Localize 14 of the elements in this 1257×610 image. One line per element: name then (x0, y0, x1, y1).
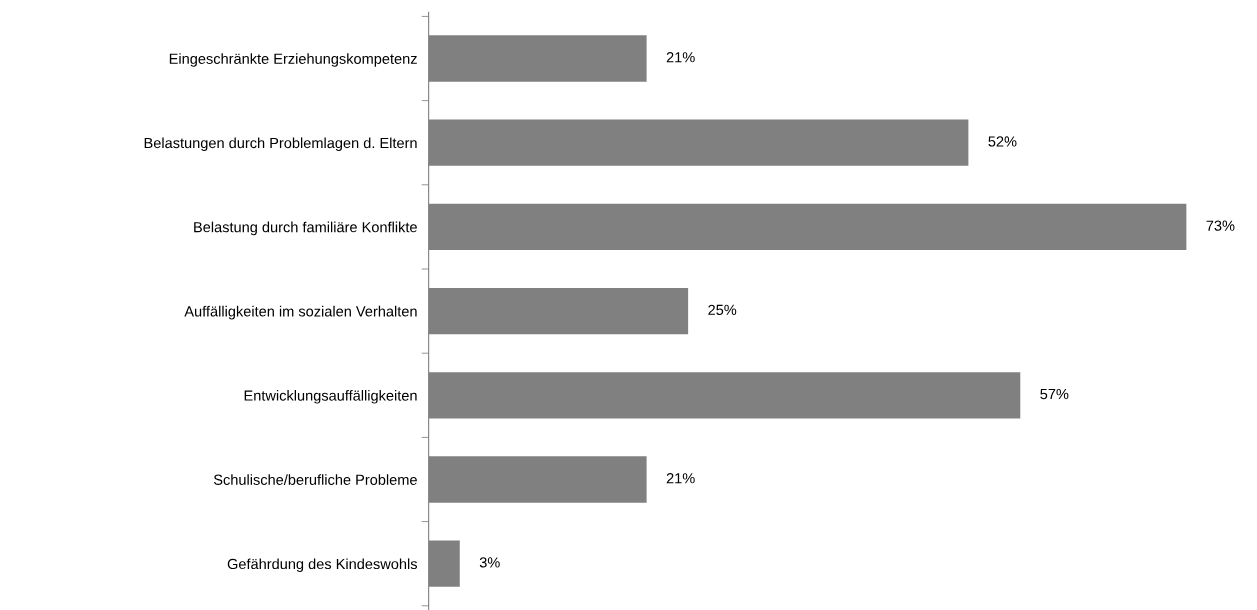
data-label: 25% (708, 304, 737, 316)
data-label: 57% (1040, 388, 1069, 400)
data-label: 52% (988, 136, 1017, 147)
y-tick-label: Belastungen durch Problemlagen d. Eltern (144, 137, 417, 152)
y-tick-label: Schulische/berufliche Probleme (213, 474, 417, 485)
data-label: 73% (1206, 220, 1235, 231)
data-label: 21% (666, 52, 695, 63)
data-label: 3% (479, 557, 500, 568)
y-tick-label: Belastung durch familiäre Konflikte (194, 221, 417, 236)
y-tick-label: Entwicklungsauffälligkeiten (244, 390, 417, 404)
y-tick-label: Auffälligkeiten im sozialen Verhalten (184, 305, 417, 320)
y-tick-label: Eingeschränkte Erziehungskompetenz (169, 53, 417, 67)
data-label: 21% (666, 473, 695, 484)
y-tick-label: Gefährdung des Kindeswohls (227, 558, 418, 572)
